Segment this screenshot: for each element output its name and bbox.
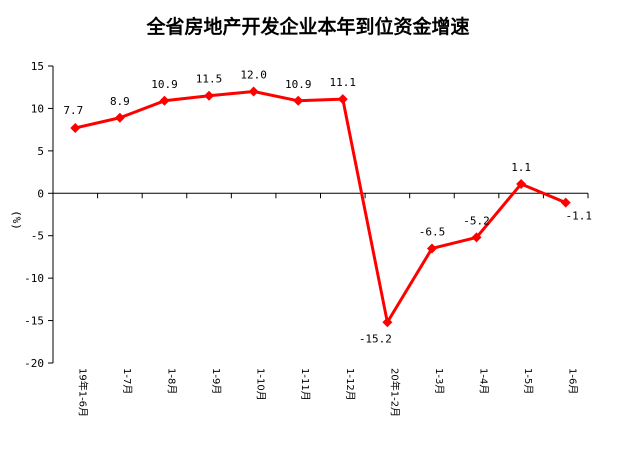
data-point-marker [382, 317, 393, 328]
y-tick-label: -5 [31, 230, 44, 243]
series-group: 7.7 8.9 10.9 11.5 12.0 10.9 11.1 -15.2 -6.5 -5.2 1… [63, 68, 592, 345]
axes: 15 10 5 0 -5 -10 -15 -20 19年1-6月 1-7月 1-8月 1-9月 1-10… [24, 60, 589, 417]
x-tick-label: 1-12月 [344, 368, 356, 401]
data-label: 7.7 [63, 104, 83, 117]
y-axis-label: (%) [10, 210, 23, 230]
data-point-marker [70, 122, 81, 133]
data-label: 8.9 [110, 95, 130, 108]
data-label: -15.2 [359, 332, 392, 345]
y-tick-label: -20 [24, 357, 44, 370]
data-point-marker [114, 112, 125, 123]
data-point-marker [159, 95, 170, 106]
y-tick-label: -10 [24, 272, 44, 285]
data-point-marker [560, 197, 571, 208]
y-tick-label: 10 [31, 102, 44, 115]
data-point-marker [516, 178, 527, 189]
chart-title: 全省房地产开发企业本年到位资金增速 [145, 15, 469, 38]
data-point-marker [426, 243, 437, 254]
x-tick-label: 1-9月 [210, 368, 222, 394]
data-point-marker [337, 94, 348, 105]
data-label: 10.9 [151, 78, 178, 91]
data-label: 11.5 [196, 73, 223, 86]
x-tick-label: 1-8月 [165, 368, 177, 394]
x-tick-label: 19年1-6月 [76, 368, 89, 417]
y-tick-label: 0 [37, 187, 44, 200]
data-label: -6.5 [419, 225, 446, 238]
data-label: -1.1 [565, 210, 592, 223]
data-label: 12.0 [240, 68, 267, 81]
data-point-marker [204, 90, 215, 101]
y-tick-label: 15 [31, 60, 44, 73]
y-tick-label: 5 [37, 145, 44, 158]
x-tick-label: 1-4月 [478, 368, 490, 394]
x-tick-label: 1-7月 [121, 368, 133, 394]
data-point-marker [471, 232, 482, 243]
x-tick-label: 1-10月 [255, 368, 267, 401]
data-point-marker [293, 95, 304, 106]
series-line [74, 89, 567, 324]
data-point-marker [248, 86, 259, 97]
x-tick-label: 20年1-2月 [388, 368, 401, 417]
x-tick-label: 1-5月 [522, 368, 534, 394]
data-label: -5.2 [463, 214, 490, 227]
x-tick-label: 1-11月 [299, 368, 311, 401]
x-tick-label: 1-3月 [433, 368, 445, 394]
data-label: 10.9 [285, 78, 312, 91]
data-label: 1.1 [511, 161, 531, 174]
x-tick-label: 1-6月 [567, 368, 579, 394]
data-label: 11.1 [330, 76, 357, 89]
y-tick-label: -15 [24, 315, 44, 328]
